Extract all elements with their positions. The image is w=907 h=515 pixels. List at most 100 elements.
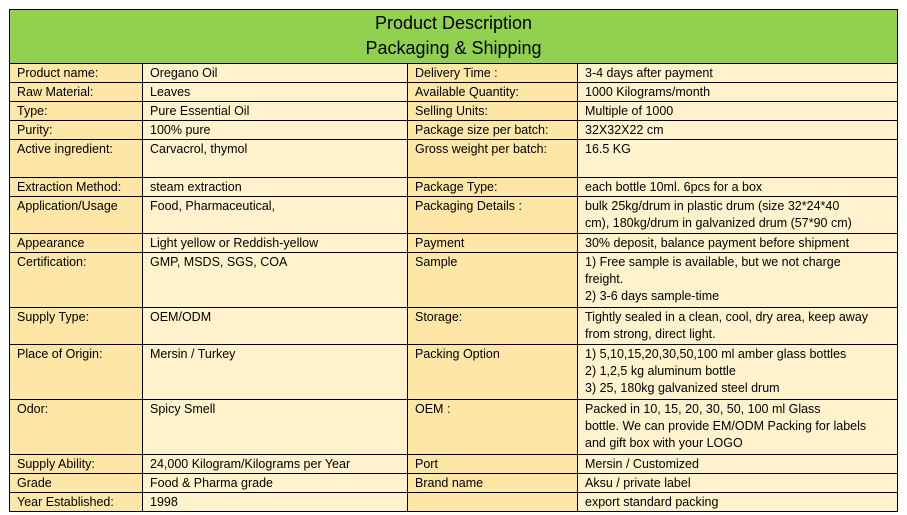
cell-text: Purity: bbox=[17, 123, 53, 137]
field-value-left: 1998 bbox=[142, 492, 408, 512]
field-value-left: Food, Pharmaceutical, bbox=[142, 196, 408, 234]
cell-text-line: Packed in 10, 15, 20, 30, 50, 100 ml Gla… bbox=[585, 402, 821, 416]
field-label-left: Raw Material: bbox=[9, 82, 143, 102]
field-label-left: Appearance bbox=[9, 233, 143, 253]
cell-text-line: 1) Free sample is available, but we not … bbox=[585, 255, 841, 269]
field-label-right: Payment bbox=[407, 233, 578, 253]
field-label-left: Type: bbox=[9, 101, 143, 121]
cell-text: Payment bbox=[415, 236, 465, 250]
field-value-right: export standard packing bbox=[577, 492, 898, 512]
field-value-left: steam extraction bbox=[142, 177, 408, 197]
cell-text-line: 30% deposit, balance payment before ship… bbox=[585, 236, 850, 250]
cell-text: Selling Units: bbox=[415, 104, 488, 118]
field-label-left: Supply Ability: bbox=[9, 454, 143, 474]
cell-text-line: steam extraction bbox=[150, 180, 242, 194]
cell-text-line: 24,000 Kilogram/Kilograms per Year bbox=[150, 457, 351, 471]
table-row: Grade Food & Pharma grade Brand name Aksu /… bbox=[9, 473, 898, 493]
table-row: Type: Pure Essential Oil Selling Units: Mul… bbox=[9, 101, 898, 121]
cell-text-line: 16.5 KG bbox=[585, 142, 631, 156]
field-label-right: OEM : bbox=[407, 399, 578, 455]
field-label-right: Packing Option bbox=[407, 344, 578, 400]
field-value-right: 1) Free sample is available, but we not … bbox=[577, 252, 898, 308]
cell-text: Supply Ability: bbox=[17, 457, 95, 471]
field-label-left: Grade bbox=[9, 473, 143, 493]
table-row: Place of Origin: Mersin / Turkey Packing O… bbox=[9, 344, 898, 400]
field-value-right: bulk 25kg/drum in plastic drum (size 32*… bbox=[577, 196, 898, 234]
field-value-right: Mersin / Customized bbox=[577, 454, 898, 474]
cell-text: Packing Option bbox=[415, 347, 500, 361]
field-value-left: Carvacrol, thymol bbox=[142, 139, 408, 178]
cell-text-line: OEM/ODM bbox=[150, 310, 212, 324]
cell-text-line: export standard packing bbox=[585, 495, 719, 509]
cell-text-line: Spicy Smell bbox=[150, 402, 216, 416]
field-value-right: Packed in 10, 15, 20, 30, 50, 100 ml Gla… bbox=[577, 399, 898, 455]
table-row: Odor: Spicy Smell OEM : Packed in 10, 15, 2… bbox=[9, 399, 898, 455]
table-row: Extraction Method: steam extraction Packag… bbox=[9, 177, 898, 197]
cell-text-line: Mersin / Turkey bbox=[150, 347, 236, 361]
cell-text: Certification: bbox=[17, 255, 87, 269]
cell-text: OEM : bbox=[415, 402, 451, 416]
field-value-left: Oregano Oil bbox=[142, 63, 408, 83]
field-label-right: Packaging Details : bbox=[407, 196, 578, 234]
field-value-right: 1000 Kilograms/month bbox=[577, 82, 898, 102]
cell-text-line: Multiple of 1000 bbox=[585, 104, 674, 118]
field-value-right: Tightly sealed in a clean, cool, dry are… bbox=[577, 307, 898, 345]
cell-text-line: Light yellow or Reddish-yellow bbox=[150, 236, 319, 250]
cell-text-line: 1998 bbox=[150, 495, 178, 509]
cell-text: Packaging Details : bbox=[415, 199, 523, 213]
field-value-right: 32X32X22 cm bbox=[577, 120, 898, 140]
field-value-right: Aksu / private label bbox=[577, 473, 898, 493]
cell-text: Product name: bbox=[17, 66, 99, 80]
field-value-right: 1) 5,10,15,20,30,50,100 ml amber glass b… bbox=[577, 344, 898, 400]
cell-text-line: from strong, direct light. bbox=[585, 327, 716, 341]
field-label-left: Odor: bbox=[9, 399, 143, 455]
cell-text: Package size per batch: bbox=[415, 123, 549, 137]
field-value-left: 100% pure bbox=[142, 120, 408, 140]
table-row: Raw Material: Leaves Available Quantity: 10… bbox=[9, 82, 898, 102]
field-label-left: Certification: bbox=[9, 252, 143, 308]
cell-text-line: Mersin / Customized bbox=[585, 457, 699, 471]
cell-text: Sample bbox=[415, 255, 458, 269]
table-row: Supply Type: OEM/ODM Storage: Tightly seale… bbox=[9, 307, 898, 345]
cell-text: Type: bbox=[17, 104, 48, 118]
cell-text: Odor: bbox=[17, 402, 49, 416]
cell-text: Extraction Method: bbox=[17, 180, 122, 194]
cell-text-line: bottle. We can provide EM/ODM Packing fo… bbox=[585, 419, 867, 433]
table-row: Product name: Oregano Oil Delivery Time : 3… bbox=[9, 63, 898, 83]
title-line-1: Product Description bbox=[374, 13, 533, 33]
field-label-right: Available Quantity: bbox=[407, 82, 578, 102]
cell-text-line: each bottle 10ml. 6pcs for a box bbox=[585, 180, 763, 194]
field-value-right: 3-4 days after payment bbox=[577, 63, 898, 83]
field-value-left: Leaves bbox=[142, 82, 408, 102]
cell-text: Year Established: bbox=[17, 495, 114, 509]
table-row: Active ingredient: Carvacrol, thymol Gross… bbox=[9, 139, 898, 178]
cell-text: Gross weight per batch: bbox=[415, 142, 548, 156]
cell-text-line: 1000 Kilograms/month bbox=[585, 85, 711, 99]
field-label-right bbox=[407, 492, 578, 512]
cell-text-line: Carvacrol, thymol bbox=[150, 142, 248, 156]
table-row: Appearance Light yellow or Reddish-yellow… bbox=[9, 233, 898, 253]
field-value-right: each bottle 10ml. 6pcs for a box bbox=[577, 177, 898, 197]
table-row: Purity: 100% pure Package size per batch: 3… bbox=[9, 120, 898, 140]
field-value-left: Spicy Smell bbox=[142, 399, 408, 455]
cell-text-line: 2) 1,2,5 kg aluminum bottle bbox=[585, 364, 736, 378]
table-row: Year Established: 1998 export standard pac… bbox=[9, 492, 898, 512]
cell-text-line: Food & Pharma grade bbox=[150, 476, 273, 490]
cell-text-line: 32X32X22 cm bbox=[585, 123, 664, 137]
cell-text: Grade bbox=[17, 476, 52, 490]
field-label-left: Year Established: bbox=[9, 492, 143, 512]
field-label-right: Storage: bbox=[407, 307, 578, 345]
field-label-right: Package Type: bbox=[407, 177, 578, 197]
field-label-left: Active ingredient: bbox=[9, 139, 143, 178]
cell-text-line: 2) 3-6 days sample-time bbox=[585, 289, 720, 303]
cell-text: Delivery Time : bbox=[415, 66, 498, 80]
table-row: Certification: GMP, MSDS, SGS, COA Sample 1… bbox=[9, 252, 898, 308]
cell-text: Storage: bbox=[415, 310, 463, 324]
cell-text-line: Oregano Oil bbox=[150, 66, 218, 80]
cell-text-line: 3-4 days after payment bbox=[585, 66, 713, 80]
cell-text-line: cm), 180kg/drum in galvanized drum (57*9… bbox=[585, 216, 852, 230]
cell-text: Application/Usage bbox=[17, 199, 118, 213]
cell-text: Raw Material: bbox=[17, 85, 94, 99]
cell-text-line: Leaves bbox=[150, 85, 191, 99]
cell-text-line: 1) 5,10,15,20,30,50,100 ml amber glass b… bbox=[585, 347, 847, 361]
